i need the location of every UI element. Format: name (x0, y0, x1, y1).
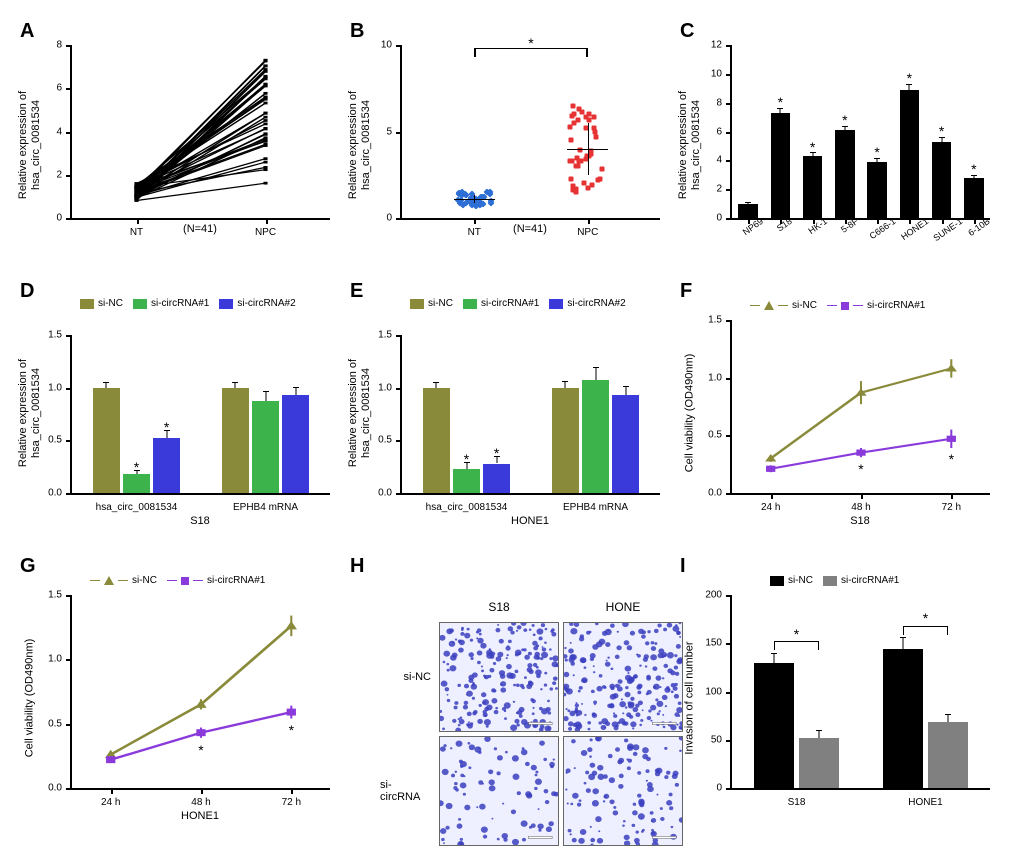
panel-A-ylabel: Relative expression of hsa_circ_0081534 (17, 70, 43, 220)
panel-E-chart: 0.00.51.01.5**hsa_circ_0081534EPHB4 mRNA (400, 335, 660, 495)
panel-D-chart: 0.00.51.01.5**hsa_circ_0081534EPHB4 mRNA (70, 335, 330, 495)
panel-label-I: I (680, 555, 686, 578)
panel-F: F Cell viability (OD490nm) si-NCsi-circR… (680, 280, 1000, 545)
panel-E-xlabel: HONE1 (511, 515, 549, 527)
figure-grid: A Relative expression of hsa_circ_008153… (20, 20, 1000, 840)
panel-F-ylabel: Cell viability (OD490nm) (683, 338, 696, 488)
panel-H-col1: S18 (439, 600, 559, 618)
panel-label-A: A (20, 20, 34, 43)
stain-img-s18-sicirc (439, 736, 559, 846)
panel-H-grid: S18 HONE si-NC si-circRNA (380, 600, 683, 846)
panel-D-xlabel: S18 (190, 515, 210, 527)
stain-img-hone-sinc (563, 622, 683, 732)
panel-D-ylabel: Relative expression of hsa_circ_0081534 (17, 338, 43, 488)
panel-E-legend: si-NCsi-circRNA#1si-circRNA#2 (410, 298, 660, 309)
panel-F-xlabel: S18 (850, 515, 870, 527)
stain-img-hone-sicirc (563, 736, 683, 846)
panel-H-col2: HONE (563, 600, 683, 618)
panel-A-n: (N=41) (183, 223, 217, 235)
panel-H-row1: si-NC (380, 622, 435, 732)
panel-F-chart: 0.00.51.01.524 h48 h72 h** (730, 320, 990, 495)
panel-A: A Relative expression of hsa_circ_008153… (20, 20, 340, 270)
panel-G-ylabel: Cell viability (OD490nm) (23, 623, 36, 773)
panel-B-n: (N=41) (513, 223, 547, 235)
panel-D-legend: si-NCsi-circRNA#1si-circRNA#2 (80, 298, 330, 309)
panel-C-ylabel: Relative expression of hsa_circ_0081534 (677, 70, 703, 220)
panel-E-ylabel: Relative expression of hsa_circ_0081534 (347, 338, 373, 488)
panel-B-chart: 0510NTNPC* (400, 45, 660, 220)
panel-C-chart: 024681012NP69*S18*HK-1*5-8F*C666-1*HONE1… (730, 45, 990, 220)
panel-B-ylabel: Relative expression of hsa_circ_0081534 (347, 70, 373, 220)
panel-H: H S18 HONE si-NC si-circRNA (350, 555, 670, 840)
panel-G-xlabel: HONE1 (181, 810, 219, 822)
panel-I-ylabel: Invasion of cell number (683, 623, 696, 773)
panel-D: D Relative expression of hsa_circ_008153… (20, 280, 340, 545)
panel-label-F: F (680, 280, 692, 303)
panel-H-row2: si-circRNA (380, 736, 435, 846)
panel-label-B: B (350, 20, 364, 43)
panel-G-chart: 0.00.51.01.524 h48 h72 h** (70, 595, 330, 790)
panel-B: B Relative expression of hsa_circ_008153… (350, 20, 670, 270)
panel-G-legend: si-NCsi-circRNA#1 (90, 575, 265, 586)
stain-img-s18-sinc (439, 622, 559, 732)
panel-F-legend: si-NCsi-circRNA#1 (750, 300, 925, 311)
panel-G: G Cell viability (OD490nm) si-NCsi-circR… (20, 555, 340, 840)
panel-C: C Relative expression of hsa_circ_008153… (680, 20, 1000, 270)
panel-label-G: G (20, 555, 36, 578)
panel-E: E Relative expression of hsa_circ_008153… (350, 280, 670, 545)
panel-label-C: C (680, 20, 694, 43)
panel-A-chart: 02468NTNPC (70, 45, 330, 220)
panel-label-H: H (350, 555, 364, 578)
panel-label-E: E (350, 280, 363, 303)
panel-I-legend: si-NCsi-circRNA#1 (770, 575, 899, 586)
panel-label-D: D (20, 280, 34, 303)
panel-I: I Invasion of cell number si-NCsi-circRN… (680, 555, 1000, 840)
panel-I-chart: 050100150200*S18*HONE1 (730, 595, 990, 790)
